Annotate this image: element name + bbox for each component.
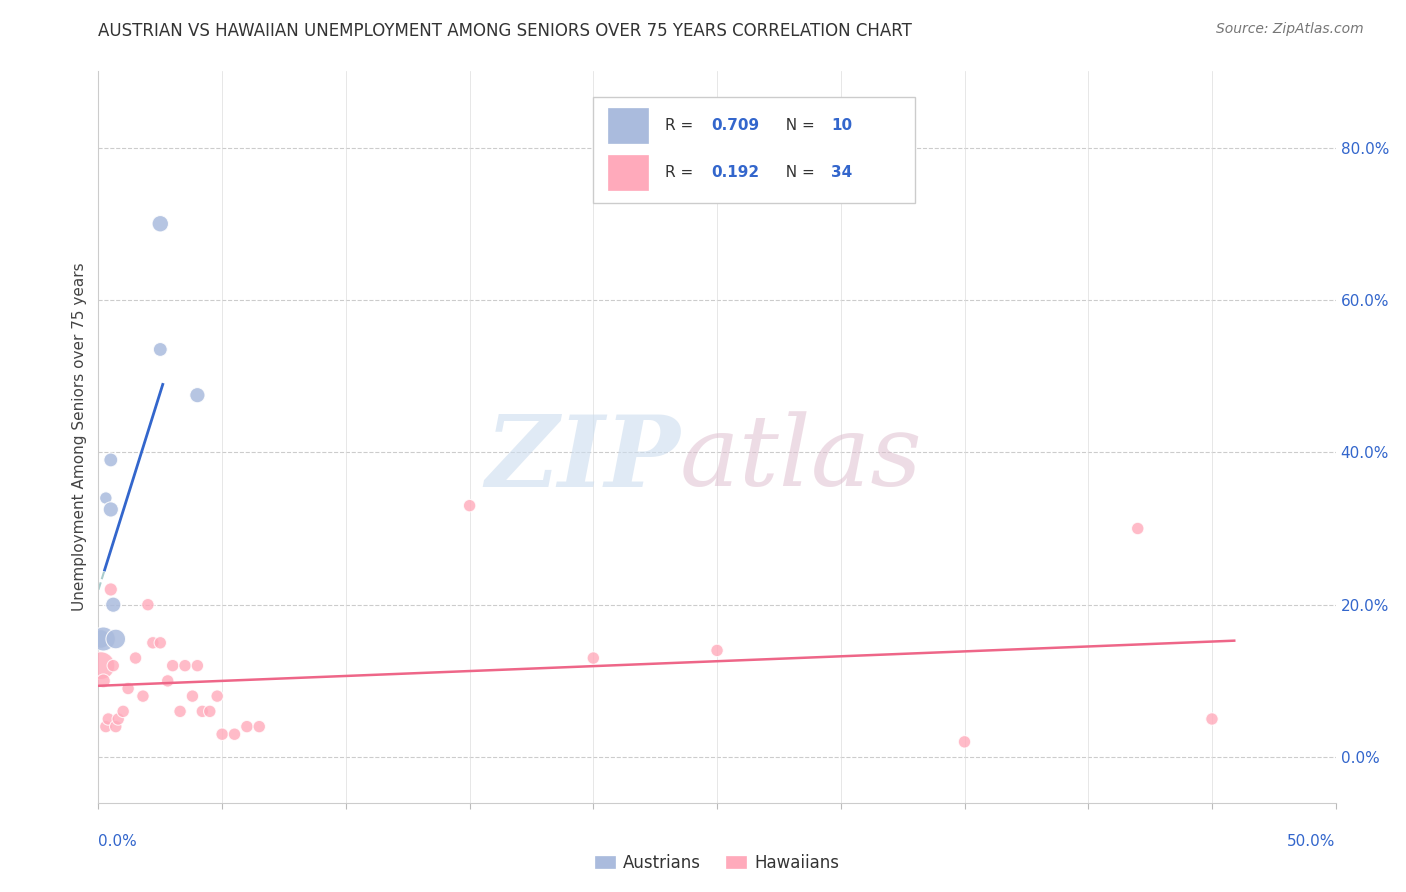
Point xyxy=(198,705,221,719)
Point xyxy=(169,705,191,719)
Point xyxy=(181,689,204,703)
Point xyxy=(174,658,197,673)
Text: N =: N = xyxy=(776,165,820,180)
Point xyxy=(211,727,233,741)
Point xyxy=(149,343,172,357)
Point xyxy=(1201,712,1223,726)
Point xyxy=(224,727,246,741)
FancyBboxPatch shape xyxy=(593,97,915,203)
Text: Source: ZipAtlas.com: Source: ZipAtlas.com xyxy=(1216,22,1364,37)
Point xyxy=(100,582,122,597)
Point xyxy=(582,651,605,665)
Point xyxy=(186,658,208,673)
Text: 34: 34 xyxy=(831,165,852,180)
Text: 0.192: 0.192 xyxy=(711,165,759,180)
Point xyxy=(205,689,228,703)
Point xyxy=(100,502,122,516)
Point xyxy=(156,673,179,688)
Point xyxy=(90,658,112,673)
Point xyxy=(236,720,259,734)
Point xyxy=(94,491,117,505)
FancyBboxPatch shape xyxy=(609,154,648,190)
Point xyxy=(117,681,139,696)
Point xyxy=(93,632,115,646)
Text: AUSTRIAN VS HAWAIIAN UNEMPLOYMENT AMONG SENIORS OVER 75 YEARS CORRELATION CHART: AUSTRIAN VS HAWAIIAN UNEMPLOYMENT AMONG … xyxy=(98,22,912,40)
Point xyxy=(103,598,125,612)
Point xyxy=(191,705,214,719)
Point xyxy=(136,598,159,612)
Point xyxy=(104,632,127,646)
Point xyxy=(90,632,112,646)
Text: atlas: atlas xyxy=(681,411,922,507)
Point xyxy=(1126,521,1149,535)
Legend: Austrians, Hawaiians: Austrians, Hawaiians xyxy=(588,847,846,879)
Point xyxy=(706,643,728,657)
Point xyxy=(104,720,127,734)
Text: 0.709: 0.709 xyxy=(711,118,759,133)
Point xyxy=(97,712,120,726)
Point xyxy=(103,658,125,673)
Text: R =: R = xyxy=(665,118,699,133)
Text: 50.0%: 50.0% xyxy=(1288,834,1336,849)
Point xyxy=(100,453,122,467)
Point xyxy=(124,651,146,665)
Point xyxy=(186,388,208,402)
Point xyxy=(149,217,172,231)
Point xyxy=(162,658,184,673)
Point xyxy=(149,636,172,650)
Point xyxy=(142,636,165,650)
Text: N =: N = xyxy=(776,118,820,133)
Point xyxy=(94,720,117,734)
Text: 0.0%: 0.0% xyxy=(98,834,138,849)
Y-axis label: Unemployment Among Seniors over 75 years: Unemployment Among Seniors over 75 years xyxy=(72,263,87,611)
Text: R =: R = xyxy=(665,165,699,180)
Point xyxy=(953,735,976,749)
Point xyxy=(132,689,155,703)
Point xyxy=(247,720,270,734)
FancyBboxPatch shape xyxy=(609,108,648,143)
Point xyxy=(107,712,129,726)
Text: ZIP: ZIP xyxy=(485,411,681,508)
Point xyxy=(93,673,115,688)
Point xyxy=(112,705,135,719)
Text: 10: 10 xyxy=(831,118,852,133)
Point xyxy=(458,499,481,513)
